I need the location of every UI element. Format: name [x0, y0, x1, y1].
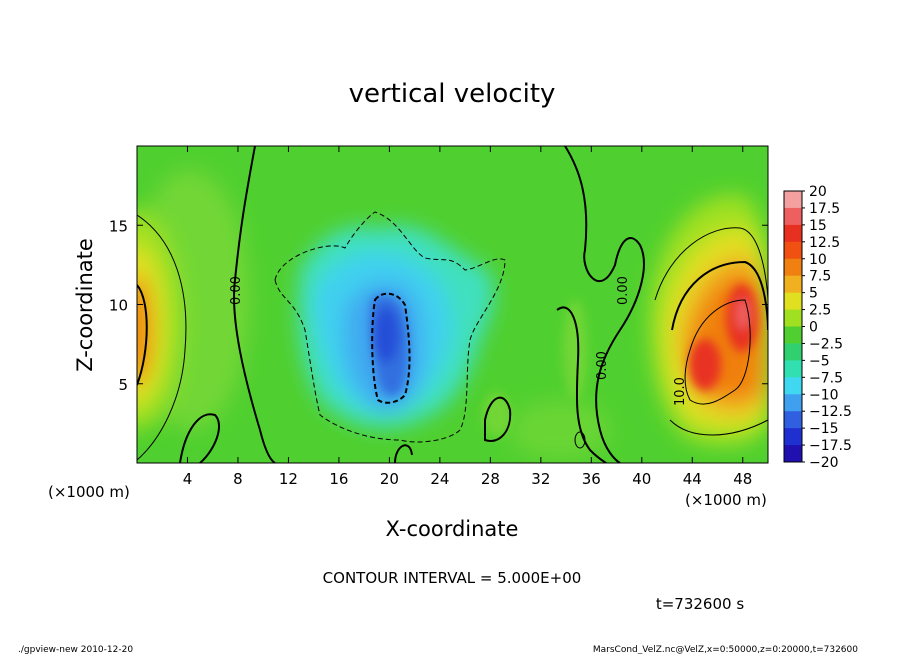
colorbar-swatch: [784, 428, 802, 446]
colorbar-label: −15: [809, 421, 839, 437]
colorbar-swatch: [784, 224, 802, 243]
y-tick-label: 5: [118, 376, 128, 394]
x-tick-label: 16: [329, 470, 348, 488]
x-tick-label: 4: [183, 470, 193, 488]
x-tick-label: 8: [233, 470, 243, 488]
colorbar-label: −7.5: [809, 370, 843, 386]
x-unit-label-left: (×1000 m): [48, 483, 130, 501]
x-tick-label: 32: [531, 470, 550, 488]
x-tick-label: 40: [632, 470, 651, 488]
y-tick-label: 10: [109, 297, 128, 315]
footer-right: MarsCond_VelZ.nc@VelZ,x=0:50000,z=0:2000…: [593, 645, 858, 654]
colorbar-labels: 2017.51512.5107.552.50−2.5−5−7.5−10−12.5…: [809, 184, 852, 471]
plot-area: 0.00 0.00 0.00 10.0: [137, 146, 768, 463]
y-axis: 5 10 15: [109, 217, 768, 394]
colorbar-label: −12.5: [809, 404, 852, 420]
colorbar-swatch: [784, 360, 802, 378]
colorbar-label: 2.5: [809, 303, 831, 319]
colorbar-label: −10: [809, 387, 839, 403]
colorbar-swatch: [784, 258, 802, 277]
colorbar-label: 0: [809, 320, 818, 336]
colorbar-label: −17.5: [809, 438, 852, 454]
contour-label-group: 0.00 0.00 0.00 10.0: [229, 276, 688, 406]
x-tick-label: 44: [683, 470, 702, 488]
colorbar-label: 5: [809, 286, 818, 302]
contour-label: 0.00: [595, 351, 610, 380]
time-label: t=732600 s: [656, 595, 744, 613]
contour-interval: CONTOUR INTERVAL = 5.000E+00: [323, 569, 582, 587]
colorbar-swatch: [784, 445, 802, 463]
colorbar-swatch: [784, 292, 802, 311]
colorbar-label: 12.5: [809, 235, 840, 251]
colorbar-swatch: [784, 191, 802, 209]
colorbar-swatch: [784, 326, 802, 344]
x-tick-label: 12: [279, 470, 298, 488]
contour-lines: [137, 146, 768, 463]
colorbar-swatch: [784, 377, 802, 395]
chart-title: vertical velocity: [349, 79, 556, 109]
colorbar-swatch: [784, 275, 802, 294]
contour-label: 10.0: [673, 377, 688, 406]
contour-label: 0.00: [616, 276, 631, 305]
x-tick-label: 48: [733, 470, 752, 488]
x-tick-label: 36: [582, 470, 601, 488]
x-unit-label-right: (×1000 m): [685, 491, 767, 509]
x-tick-label: 20: [380, 470, 399, 488]
colorbar-label: −20: [809, 455, 839, 471]
colorbar-label: 17.5: [809, 201, 840, 217]
x-axis-title: X-coordinate: [386, 517, 519, 541]
y-axis-title: Z-coordinate: [73, 238, 97, 372]
colorbar-label: 10: [809, 252, 827, 268]
contour-label: 0.00: [229, 276, 244, 305]
colorbar-label: −2.5: [809, 336, 843, 352]
colorbar-swatch: [784, 207, 802, 226]
colorbar: [783, 190, 805, 463]
x-axis: 4 8 12 16 20 24 28 32 36 40 44 48: [183, 146, 752, 488]
colorbar-label: 20: [809, 184, 827, 200]
y-tick-label: 15: [109, 217, 128, 235]
colorbar-swatch: [784, 343, 802, 361]
x-tick-label: 24: [430, 470, 449, 488]
colorbar-swatch: [784, 411, 802, 429]
footer-left: ./gpview-new 2010-12-20: [18, 645, 133, 654]
colorbar-label: 7.5: [809, 269, 831, 285]
colorbar-label: −5: [809, 353, 830, 369]
colorbar-label: 15: [809, 218, 827, 234]
colorbar-swatch: [784, 241, 802, 260]
x-tick-label: 28: [481, 470, 500, 488]
colorbar-swatch: [784, 394, 802, 412]
colorbar-swatch: [784, 309, 802, 327]
left-updraft-region: [137, 210, 182, 430]
